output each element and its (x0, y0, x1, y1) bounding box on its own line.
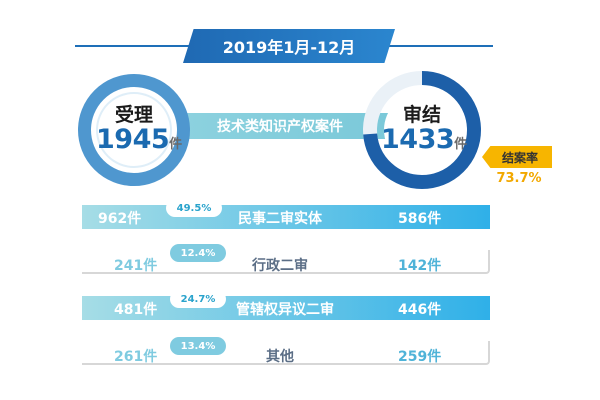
table-row (82, 296, 490, 320)
row-category: 民事二审实体 (238, 211, 322, 227)
row-percent: 24.7% (170, 290, 226, 308)
row-percent: 13.4% (170, 337, 226, 355)
row-concluded: 586件 (398, 211, 442, 227)
conclusion-rate-value: 73.7% (496, 171, 542, 186)
accepted-total-unit: 件 (169, 137, 183, 152)
table-row (82, 341, 490, 365)
concluded-total-unit: 件 (454, 137, 468, 152)
concluded-total: 1433件 (381, 124, 468, 155)
period-banner: 2019年1月-12月 (183, 29, 395, 63)
row-accepted: 261件 (114, 349, 158, 365)
row-concluded: 259件 (398, 349, 442, 365)
concluded-ring-progress (363, 71, 481, 189)
period-title: 2019年1月-12月 (222, 38, 356, 57)
row-concluded: 142件 (398, 258, 442, 274)
row-percent: 12.4% (170, 244, 226, 262)
row-percent: 49.5% (166, 199, 222, 217)
accepted-total-value: 1945 (96, 124, 170, 155)
row-accepted: 481件 (114, 302, 158, 318)
conclusion-rate-badge: 结案率 (482, 146, 552, 168)
accepted-title: 受理 (114, 104, 153, 126)
concluded-title: 审结 (402, 104, 441, 126)
row-category: 管辖权异议二审 (236, 302, 334, 318)
row-category: 行政二审 (252, 258, 308, 274)
conclusion-rate-label: 结案率 (501, 150, 538, 165)
row-accepted: 962件 (98, 211, 142, 227)
accepted-total: 1945件 (96, 124, 182, 155)
table-row (82, 250, 490, 274)
concluded-ring-inner (384, 92, 460, 168)
row-category: 其他 (266, 349, 294, 365)
row-concluded: 446件 (398, 302, 442, 318)
table-row (82, 205, 490, 229)
connector-label: 技术类知识产权案件 (217, 119, 343, 135)
concluded-total-value: 1433 (381, 124, 455, 155)
concluded-ring (363, 71, 481, 189)
accepted-ring-inner (96, 92, 172, 168)
row-accepted: 241件 (114, 258, 158, 274)
